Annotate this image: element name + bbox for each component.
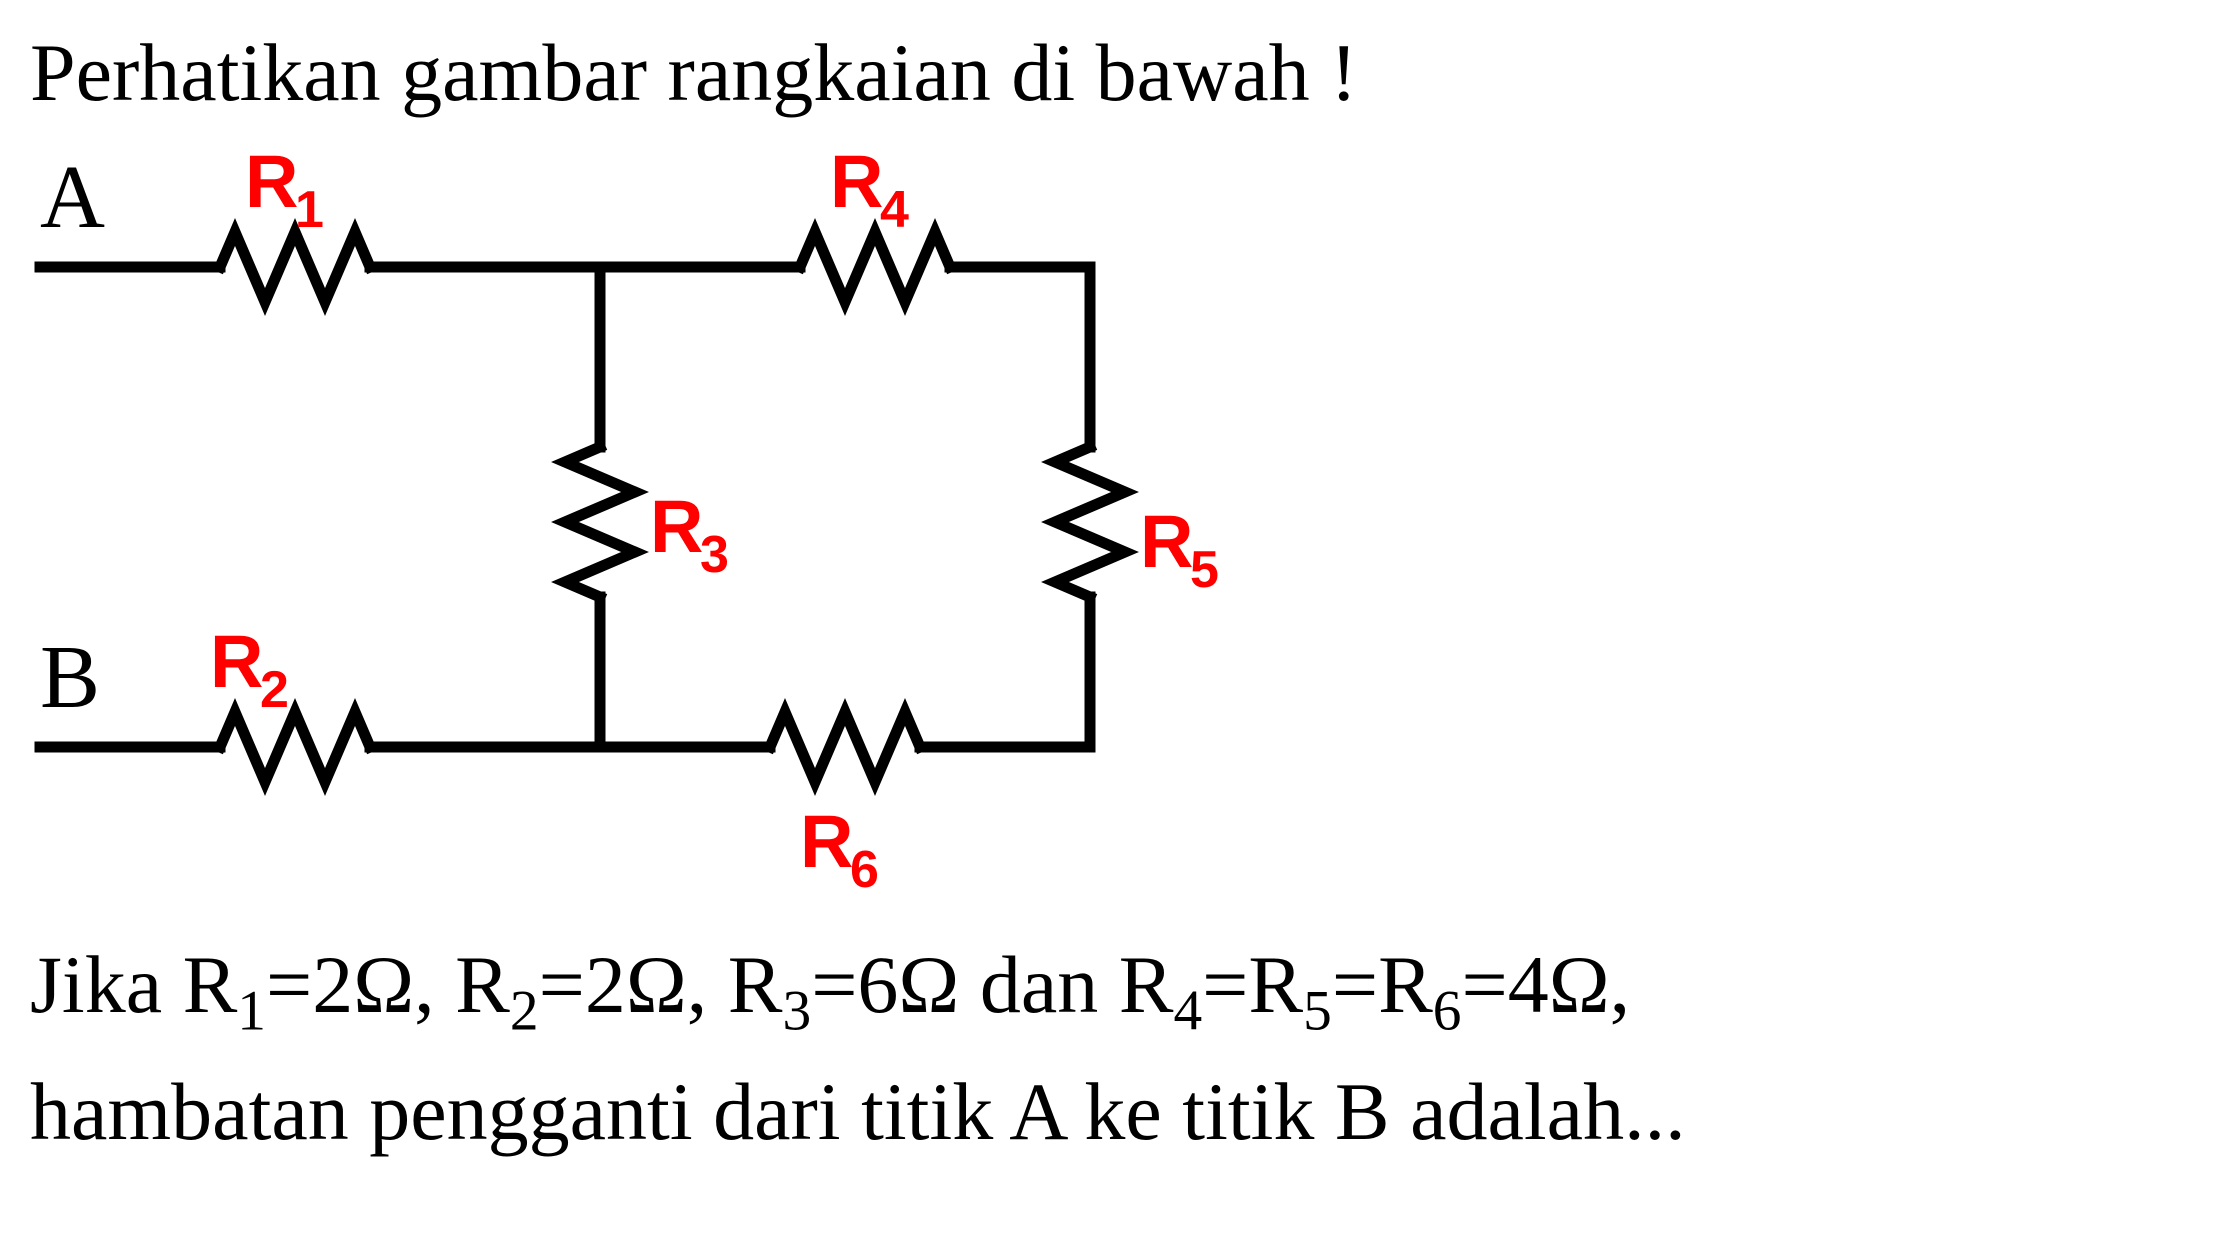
label-R6: R 6 — [800, 800, 879, 899]
svg-text:1: 1 — [295, 181, 324, 239]
svg-text:R: R — [830, 147, 883, 223]
svg-text:R: R — [650, 485, 703, 568]
label-R3: R 3 — [650, 485, 729, 584]
label-R5: R 5 — [1140, 500, 1219, 599]
label-R2: R 2 — [210, 620, 289, 719]
label-B: B — [40, 628, 100, 727]
svg-text:R: R — [210, 620, 263, 703]
circuit-diagram: A B R 1 R 4 R 3 R 5 R 2 R 6 — [30, 147, 2187, 922]
question-line-1: Jika R1=2Ω, R2=2Ω, R3=6Ω dan R4=R5=R6=4Ω… — [30, 932, 2187, 1049]
svg-text:2: 2 — [260, 661, 289, 719]
svg-text:5: 5 — [1190, 541, 1219, 599]
svg-text:4: 4 — [880, 181, 909, 239]
svg-text:R: R — [800, 800, 853, 883]
title-text: Perhatikan gambar rangkaian di bawah ! — [30, 20, 2187, 127]
label-A: A — [40, 148, 105, 247]
svg-text:R: R — [1140, 500, 1193, 583]
label-R1: R 1 — [245, 147, 324, 239]
svg-text:6: 6 — [850, 841, 879, 899]
svg-text:3: 3 — [700, 526, 729, 584]
label-R4: R 4 — [830, 147, 909, 239]
svg-text:R: R — [245, 147, 298, 223]
question-line-2: hambatan pengganti dari titik A ke titik… — [30, 1059, 2187, 1166]
